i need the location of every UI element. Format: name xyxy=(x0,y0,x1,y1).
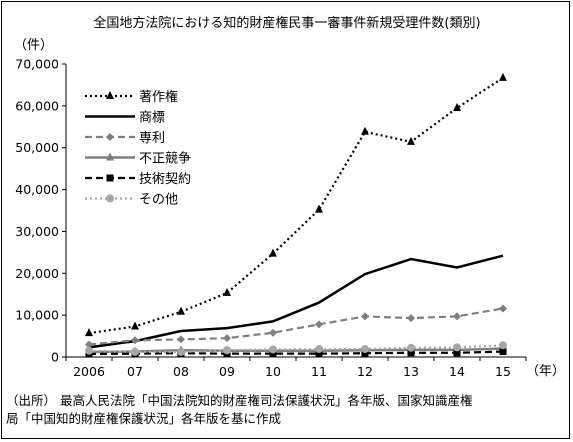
legend-label: 技術契約 xyxy=(139,172,191,187)
series-line xyxy=(88,347,504,354)
x-tick-label: 09 xyxy=(219,364,235,379)
data-point xyxy=(499,341,507,350)
data-point xyxy=(177,306,185,315)
series-専利 xyxy=(85,304,507,349)
data-point xyxy=(269,328,277,337)
data-point xyxy=(85,328,93,337)
data-point xyxy=(315,320,323,329)
legend-entry: 専利 xyxy=(85,131,165,146)
data-point xyxy=(223,346,231,355)
data-point xyxy=(85,340,93,349)
data-point xyxy=(361,126,369,135)
chart-title: 全国地方法院における知的財産権民事一審事件新規受理件数(類別) xyxy=(93,15,480,31)
x-tick-label: 12 xyxy=(357,364,373,379)
data-point xyxy=(361,349,369,357)
x-tick-label: 13 xyxy=(403,364,419,379)
x-tick-label: 2006 xyxy=(73,364,105,379)
legend-entry: 商標 xyxy=(85,111,165,126)
data-point xyxy=(453,102,461,111)
data-point xyxy=(315,350,323,358)
series-line xyxy=(88,307,504,346)
series-line xyxy=(88,344,504,354)
x-tick-label: 07 xyxy=(127,364,143,379)
source-note: （出所） 最高人民法院「中国法院知的財産権司法保護状況」各年版、国家知識産権 局… xyxy=(6,392,568,428)
y-axis-unit: （件） xyxy=(14,38,53,53)
data-point xyxy=(453,343,461,352)
source-line-2: 局「中国知的財産権保護状況」各年版を基に作成 xyxy=(6,411,282,426)
legend-entry: 著作権 xyxy=(85,89,178,105)
legend-entry: 不正競争 xyxy=(85,152,191,167)
data-point xyxy=(131,347,139,356)
y-tick-label: 10,000 xyxy=(15,308,59,323)
y-tick-label: 20,000 xyxy=(15,266,59,281)
legend-marker xyxy=(106,133,114,141)
data-point xyxy=(499,348,507,356)
data-point xyxy=(315,204,323,213)
data-point xyxy=(407,136,415,145)
legend-entry: 技術契約 xyxy=(85,172,191,187)
data-point xyxy=(499,304,507,313)
y-tick-label: 0 xyxy=(51,350,59,365)
legend-marker xyxy=(106,194,114,203)
data-point xyxy=(177,335,185,344)
legend-label: 商標 xyxy=(139,111,165,126)
data-point xyxy=(361,345,369,354)
x-tick-label: 08 xyxy=(173,364,189,379)
y-tick-label: 50,000 xyxy=(15,140,59,155)
y-tick-label: 40,000 xyxy=(15,182,59,197)
series-その他 xyxy=(85,341,507,356)
data-point xyxy=(453,312,461,321)
data-point xyxy=(453,349,461,357)
data-point xyxy=(223,334,231,343)
legend-entry: その他 xyxy=(85,193,178,208)
data-point xyxy=(407,343,415,352)
legend-marker xyxy=(106,152,114,161)
data-point xyxy=(177,347,185,356)
data-point xyxy=(407,349,415,357)
x-tick-label: 14 xyxy=(449,364,465,379)
source-line-1: （出所） 最高人民法院「中国法院知的財産権司法保護状況」各年版、国家知識産権 xyxy=(6,393,473,408)
y-tick-label: 30,000 xyxy=(15,224,59,239)
series-line xyxy=(88,254,504,349)
data-point xyxy=(407,314,415,323)
x-tick-label: 11 xyxy=(311,364,327,379)
data-point xyxy=(131,321,139,330)
legend-marker xyxy=(106,91,114,99)
series-layer xyxy=(85,72,507,358)
legend-marker xyxy=(106,174,114,182)
x-tick-label: 10 xyxy=(265,364,281,379)
legend-label: その他 xyxy=(139,193,178,208)
legend-label: 不正競争 xyxy=(139,152,191,167)
data-point xyxy=(269,248,277,257)
series-著作権 xyxy=(85,72,507,337)
series-商標 xyxy=(88,254,504,349)
x-axis-unit: （年） xyxy=(526,364,565,379)
data-point xyxy=(223,287,231,296)
legend-label: 専利 xyxy=(139,131,165,146)
data-point xyxy=(269,345,277,354)
series-line xyxy=(88,76,504,335)
legend-label: 著作権 xyxy=(139,89,178,105)
y-tick-label: 70,000 xyxy=(15,57,59,72)
data-point xyxy=(499,72,507,81)
data-point xyxy=(315,345,323,354)
data-point xyxy=(361,312,369,321)
data-point xyxy=(85,346,93,355)
series-line xyxy=(88,350,504,356)
data-point xyxy=(131,336,139,345)
x-tick-label: 15 xyxy=(495,364,511,379)
data-point xyxy=(269,350,277,358)
y-tick-label: 60,000 xyxy=(15,98,59,113)
axes: 0 10,000 20,000 30,000 40,000 50,000 60,000 70,… xyxy=(15,57,527,379)
